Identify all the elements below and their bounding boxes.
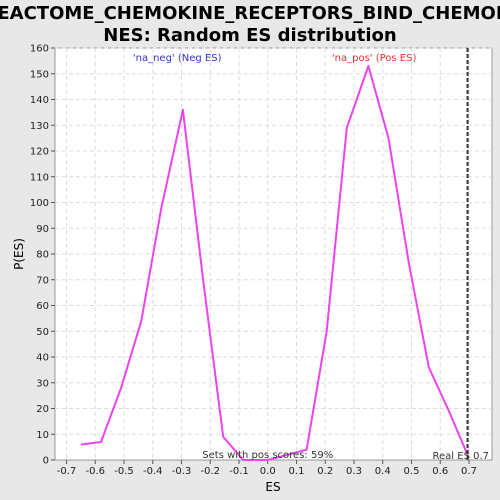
y-tick-label: 0	[43, 456, 49, 467]
grid-layer	[55, 47, 492, 460]
y-axis-ticks: 0 10 20 30 40 50 60 70 80 90 100 110 120 130 140 150 160	[30, 44, 55, 467]
neg-es-annotation: 'na_neg' (Neg ES)	[133, 53, 222, 64]
y-tick-label: 60	[36, 301, 49, 312]
x-tick-label: 0.3	[346, 466, 362, 477]
y-tick-label: 50	[36, 327, 49, 338]
pos-es-annotation: 'na_pos' (Pos ES)	[332, 53, 417, 64]
x-tick-label: 0.2	[317, 466, 333, 477]
x-tick-label: -0.1	[229, 466, 249, 477]
y-tick-label: 70	[36, 275, 49, 286]
pos-scores-annotation: Sets with pos scores: 59%	[202, 450, 333, 461]
x-tick-label: -0.2	[200, 466, 220, 477]
y-tick-label: 40	[36, 353, 49, 364]
x-tick-label: 0.0	[260, 466, 276, 477]
x-tick-label: -0.3	[172, 466, 192, 477]
series-layer	[80, 65, 469, 461]
x-tick-label: 0.6	[432, 466, 448, 477]
y-tick-label: 150	[30, 69, 49, 80]
y-tick-label: 130	[30, 121, 49, 132]
y-tick-label: 100	[30, 198, 49, 209]
y-tick-label: 10	[36, 430, 49, 441]
x-tick-label: -0.4	[143, 466, 163, 477]
y-tick-label: 110	[30, 172, 49, 183]
x-tick-label: -0.7	[57, 466, 77, 477]
x-tick-label: 0.1	[289, 466, 305, 477]
x-axis-ticks: -0.7 -0.6 -0.5 -0.4 -0.3 -0.2 -0.1 0.0 0.1 0.2 0.3…	[57, 460, 477, 477]
y-tick-label: 30	[36, 378, 49, 389]
y-tick-label: 80	[36, 250, 49, 261]
x-tick-label: -0.5	[114, 466, 134, 477]
x-axis-label: ES	[265, 480, 280, 494]
y-tick-label: 120	[30, 147, 49, 158]
x-tick-label: 0.7	[461, 466, 477, 477]
chart-title-line-1: REACTOME_CHEMOKINE_RECEPTORS_BIND_CHEMOK…	[0, 3, 500, 24]
chart-title-line-2: NES: Random ES distribution	[103, 25, 396, 46]
y-axis-label: P(ES)	[12, 238, 26, 270]
y-tick-label: 160	[30, 44, 49, 55]
real-es-label: Real ES 0.7	[433, 451, 489, 462]
series-line	[80, 65, 469, 461]
x-tick-label: 0.5	[404, 466, 420, 477]
y-tick-label: 140	[30, 95, 49, 106]
x-tick-label: 0.4	[375, 466, 391, 477]
x-tick-label: -0.6	[85, 466, 105, 477]
y-tick-label: 20	[36, 404, 49, 415]
y-tick-label: 90	[36, 224, 49, 235]
